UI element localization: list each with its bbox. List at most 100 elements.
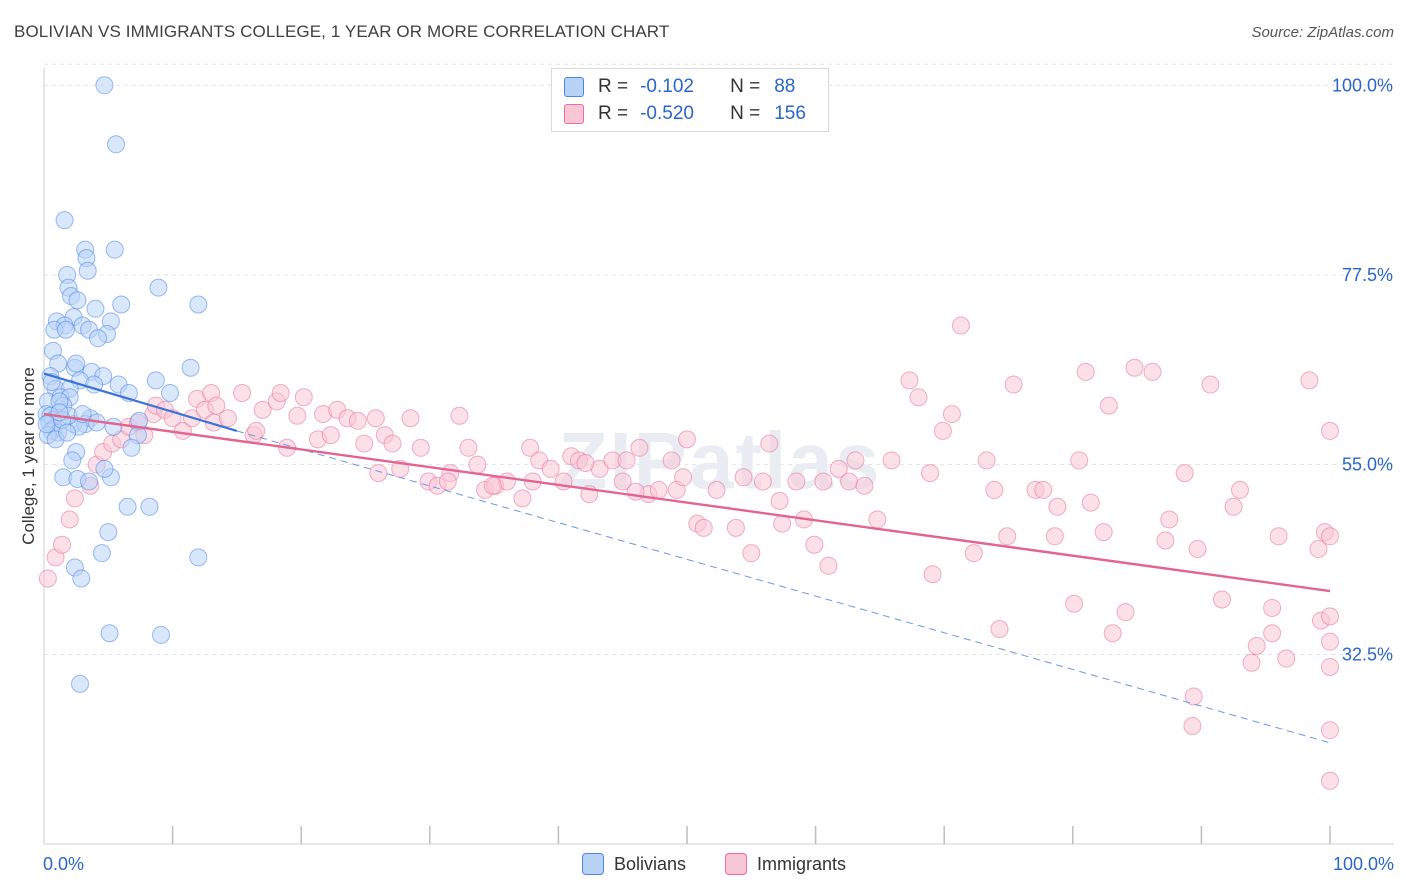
immigrant-point (468, 455, 487, 474)
immigrant-point (1321, 607, 1339, 626)
immigrant-point (438, 472, 457, 491)
immigrant-point (1321, 421, 1339, 440)
immigrant-point (1184, 687, 1203, 706)
bolivian-point (118, 497, 137, 516)
immigrant-point (271, 383, 290, 402)
immigrant-point (855, 476, 874, 495)
bolivian-point (67, 354, 86, 373)
immigrant-point (726, 518, 745, 537)
bolivian-point (104, 417, 123, 436)
immigrant-point (53, 535, 72, 554)
immigrant-point (541, 459, 560, 478)
bolivian-point (122, 438, 141, 457)
immigrant-point (1201, 375, 1220, 394)
immigrant-point (1125, 358, 1144, 377)
immigrant-point (253, 400, 272, 419)
bottom-legend-swatch (582, 853, 604, 875)
immigrant-point (1188, 539, 1207, 558)
immigrant-point (1103, 624, 1122, 643)
immigrant-point (923, 565, 942, 584)
immigrant-point (814, 472, 833, 491)
immigrant-point (753, 472, 772, 491)
legend-row-bolivians: R = -0.102 N = 88 (564, 74, 795, 100)
bolivian-point (80, 472, 99, 491)
immigrant-point (247, 421, 266, 440)
immigrant-point (1212, 590, 1231, 609)
source-label: Source: ZipAtlas.com (1251, 24, 1394, 41)
legend-swatch-immigrants (564, 104, 584, 124)
immigrant-point (1116, 603, 1135, 622)
immigrant-point (483, 476, 502, 495)
immigrant-point (355, 434, 374, 453)
immigrant-point (1277, 649, 1296, 668)
immigrant-point (288, 406, 307, 425)
immigrant-point (1309, 539, 1328, 558)
immigrant-point (1076, 362, 1095, 381)
immigrant-point (678, 430, 696, 449)
y-tick-label: 55.0% (1342, 455, 1393, 475)
chart-title: BOLIVIAN VS IMMIGRANTS COLLEGE, 1 YEAR O… (14, 22, 670, 41)
bolivian-point (105, 240, 124, 259)
immigrant-point (1070, 451, 1089, 470)
legend-n-label: N = (730, 103, 761, 124)
immigrant-point (868, 510, 887, 529)
immigrant-point (734, 468, 753, 487)
immigrant-point (1321, 721, 1339, 740)
immigrant-point (707, 480, 726, 499)
bolivian-point (78, 261, 97, 280)
immigrant-point (1300, 371, 1319, 390)
immigrant-point (900, 371, 919, 390)
immigrant-point (1045, 527, 1064, 546)
immigrant-point (401, 409, 420, 428)
bolivian-point (37, 415, 56, 434)
immigrant-point (1242, 653, 1261, 672)
immigrant-point (38, 569, 57, 588)
bottom-legend-swatch (725, 853, 747, 875)
bolivian-point (95, 459, 114, 478)
bolivian-point (107, 135, 126, 154)
immigrant-point (819, 556, 838, 575)
bolivian-point (55, 211, 74, 230)
bolivian-point (92, 544, 111, 563)
legend-n-value: 156 (774, 103, 806, 124)
bolivian-point (71, 674, 90, 693)
bolivian-point (50, 403, 69, 422)
immigrant-point (1321, 632, 1339, 651)
bolivian-point (161, 383, 180, 402)
y-tick-labels: 32.5% 55.0% 77.5% 100.0% (1332, 75, 1393, 664)
immigrant-point (909, 388, 928, 407)
bottom-legend-label: Immigrants (757, 853, 847, 874)
bottom-legend-label: Bolivians (614, 853, 687, 874)
immigrant-point (411, 438, 430, 457)
immigrant-point (662, 451, 681, 470)
immigrant-point (882, 451, 901, 470)
immigrant-point (770, 491, 789, 510)
bolivian-point (112, 295, 131, 314)
immigrant-point (977, 451, 996, 470)
immigrant-point (369, 464, 388, 483)
bolivian-point (89, 329, 108, 348)
immigrant-point (459, 438, 478, 457)
immigrant-point (617, 451, 636, 470)
immigrant-point (1156, 531, 1175, 550)
immigrant-point (985, 480, 1004, 499)
bolivian-point (95, 76, 114, 95)
legend-r-value: -0.520 (640, 103, 694, 124)
immigrant-point (1004, 375, 1023, 394)
immigrant-point (207, 396, 226, 415)
immigrant-point (742, 544, 761, 563)
immigrant-point (964, 544, 983, 563)
bolivian-point (99, 523, 118, 542)
x-tick-label-0: 0.0% (43, 854, 84, 874)
bolivian-point (56, 320, 75, 339)
immigrant-point (846, 451, 865, 470)
immigrant-point (1183, 716, 1202, 735)
bolivian-point (68, 291, 87, 310)
bolivian-trend-extension (236, 430, 1331, 744)
bolivian-trend-line (43, 372, 238, 432)
immigrant-point (1099, 396, 1118, 415)
immigrant-point (1224, 497, 1243, 516)
immigrant-point (321, 426, 340, 445)
immigrant-point (942, 405, 961, 424)
immigrant-point (1263, 624, 1282, 643)
